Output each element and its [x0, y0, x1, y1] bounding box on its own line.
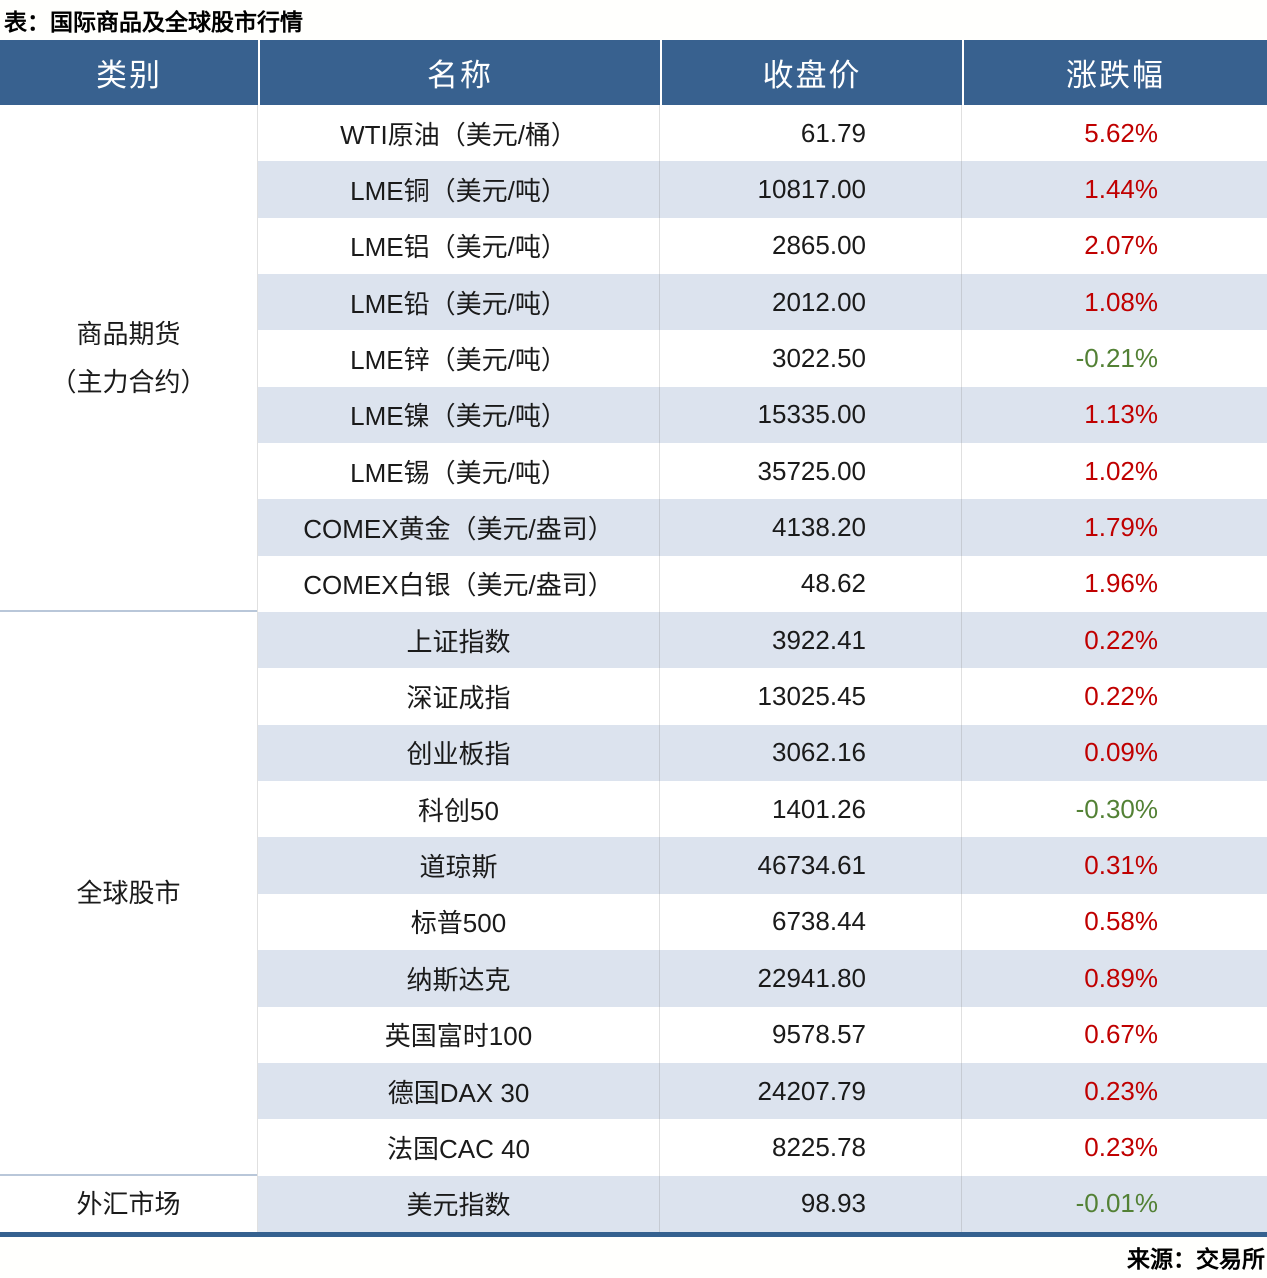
close-price: 8225.78: [660, 1119, 962, 1176]
header-cell-name: 名称: [258, 40, 660, 105]
change-percent: 0.09%: [1084, 737, 1158, 768]
table-row: 法国CAC 40 8225.78 0.23%: [258, 1119, 1267, 1176]
bottom-rule: [0, 1231, 1267, 1237]
change-percent: 1.08%: [1084, 286, 1158, 317]
table-row: 深证成指 13025.45 0.22%: [258, 668, 1267, 725]
close-price: 13025.45: [660, 668, 962, 725]
change-percent: 1.13%: [1084, 399, 1158, 430]
close-price: 61.79: [660, 105, 962, 162]
instrument-name: 深证成指: [258, 668, 660, 725]
change-percent: 0.31%: [1084, 850, 1158, 881]
table-row: 道琼斯 46734.61 0.31%: [258, 837, 1267, 894]
change-percent: -0.30%: [1075, 793, 1158, 824]
close-price: 2865.00: [660, 217, 962, 275]
instrument-name: LME铅（美元/吨）: [258, 274, 660, 331]
table-row: LME铜（美元/吨） 10817.00 1.44%: [258, 161, 1267, 218]
close-price: 3922.41: [660, 612, 962, 669]
change-percent: -0.01%: [1075, 1188, 1158, 1219]
close-price: 9578.57: [660, 1006, 962, 1063]
close-price: 35725.00: [660, 443, 962, 500]
instrument-name: 道琼斯: [258, 837, 660, 894]
table-rows: WTI原油（美元/桶） 61.79 5.62% LME铜（美元/吨） 10817.00 1…: [258, 105, 1267, 1232]
category-group-cell: 商品期货 （主力合约）: [0, 105, 257, 613]
instrument-name: COMEX白银（美元/盎司）: [258, 555, 660, 613]
change-percent: 2.07%: [1084, 230, 1158, 261]
instrument-name: LME锌（美元/吨）: [258, 330, 660, 387]
close-price: 4138.20: [660, 499, 962, 556]
close-price: 3062.16: [660, 724, 962, 782]
change-percent: 1.79%: [1084, 512, 1158, 543]
instrument-name: 标普500: [258, 893, 660, 951]
instrument-name: LME铝（美元/吨）: [258, 217, 660, 275]
change-percent: 0.23%: [1084, 1075, 1158, 1106]
category-group-cell: 全球股市: [0, 612, 257, 1176]
instrument-name: 纳斯达克: [258, 950, 660, 1007]
close-price: 3022.50: [660, 330, 962, 387]
instrument-name: 美元指数: [258, 1175, 660, 1232]
instrument-name: LME镍（美元/吨）: [258, 386, 660, 444]
change-percent: 5.62%: [1084, 117, 1158, 148]
table-row: COMEX白银（美元/盎司） 48.62 1.96%: [258, 555, 1267, 613]
change-percent: 0.22%: [1084, 624, 1158, 655]
change-percent: 0.89%: [1084, 962, 1158, 993]
change-percent: 0.58%: [1084, 906, 1158, 937]
close-price: 6738.44: [660, 893, 962, 951]
table-row: LME镍（美元/吨） 15335.00 1.13%: [258, 386, 1267, 444]
category-label: （主力合约）: [50, 366, 207, 397]
header-cell-close: 收盘价: [660, 40, 962, 105]
instrument-name: LME铜（美元/吨）: [258, 161, 660, 218]
instrument-name: 创业板指: [258, 724, 660, 782]
close-price: 1401.26: [660, 781, 962, 838]
instrument-name: 科创50: [258, 781, 660, 838]
table-row: 美元指数 98.93 -0.01%: [258, 1175, 1267, 1232]
instrument-name: 法国CAC 40: [258, 1119, 660, 1176]
table-row: 英国富时100 9578.57 0.67%: [258, 1006, 1267, 1063]
table-row: 标普500 6738.44 0.58%: [258, 893, 1267, 951]
table-row: LME锡（美元/吨） 35725.00 1.02%: [258, 443, 1267, 500]
change-percent: 0.23%: [1084, 1131, 1158, 1162]
table-row: 科创50 1401.26 -0.30%: [258, 781, 1267, 838]
instrument-name: COMEX黄金（美元/盎司）: [258, 499, 660, 556]
close-price: 10817.00: [660, 161, 962, 218]
header-cell-change: 涨跌幅: [962, 40, 1267, 105]
category-label: 外汇市场: [76, 1188, 181, 1219]
instrument-name: LME锡（美元/吨）: [258, 443, 660, 500]
table-row: LME锌（美元/吨） 3022.50 -0.21%: [258, 330, 1267, 387]
close-price: 46734.61: [660, 837, 962, 894]
source-note: 来源：交易所: [1127, 1246, 1265, 1273]
instrument-name: 德国DAX 30: [258, 1062, 660, 1120]
close-price: 22941.80: [660, 950, 962, 1007]
change-percent: 1.44%: [1084, 174, 1158, 205]
instrument-name: 上证指数: [258, 612, 660, 669]
change-percent: 0.67%: [1084, 1019, 1158, 1050]
table-row: LME铅（美元/吨） 2012.00 1.08%: [258, 274, 1267, 331]
table-row: 上证指数 3922.41 0.22%: [258, 612, 1267, 669]
instrument-name: WTI原油（美元/桶）: [258, 105, 660, 162]
table-row: 创业板指 3062.16 0.09%: [258, 724, 1267, 782]
table-row: 纳斯达克 22941.80 0.89%: [258, 950, 1267, 1007]
table-body: 商品期货 （主力合约） 全球股市外汇市场 WTI原油（美元/桶） 61.79 5.62%…: [0, 105, 1267, 1232]
header-cell-category: 类别: [96, 58, 162, 93]
table-row: COMEX黄金（美元/盎司） 4138.20 1.79%: [258, 499, 1267, 556]
table-row: 德国DAX 30 24207.79 0.23%: [258, 1062, 1267, 1120]
category-column: 商品期货 （主力合约） 全球股市外汇市场: [0, 105, 258, 1232]
close-price: 98.93: [660, 1175, 962, 1232]
change-percent: 1.02%: [1084, 455, 1158, 486]
table-row: LME铝（美元/吨） 2865.00 2.07%: [258, 217, 1267, 275]
table-row: WTI原油（美元/桶） 61.79 5.62%: [258, 105, 1267, 162]
close-price: 15335.00: [660, 386, 962, 444]
close-price: 24207.79: [660, 1062, 962, 1120]
table-title: 表：国际商品及全球股市行情: [4, 9, 303, 35]
category-label: 全球股市: [76, 877, 181, 908]
close-price: 2012.00: [660, 274, 962, 331]
category-group-cell: 外汇市场: [0, 1176, 257, 1232]
change-percent: -0.21%: [1075, 343, 1158, 374]
category-label: 商品期货: [76, 318, 181, 349]
change-percent: 0.22%: [1084, 681, 1158, 712]
instrument-name: 英国富时100: [258, 1006, 660, 1063]
close-price: 48.62: [660, 555, 962, 613]
change-percent: 1.96%: [1084, 568, 1158, 599]
table-header-row: 类别 名称 收盘价 涨跌幅: [0, 40, 1267, 105]
